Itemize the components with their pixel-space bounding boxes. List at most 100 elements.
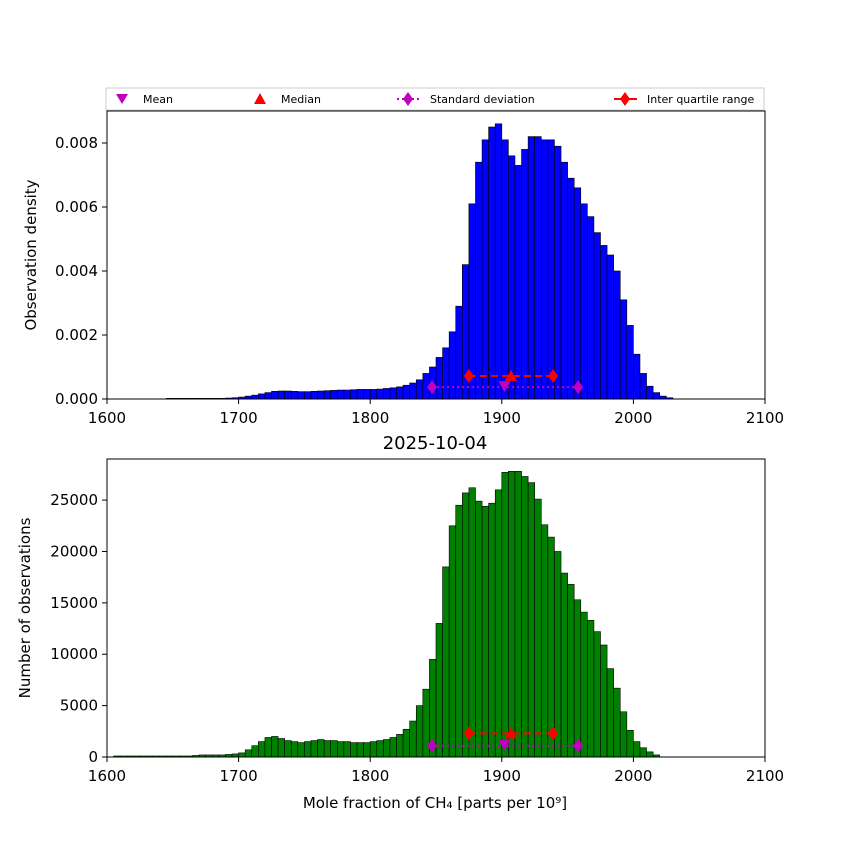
count-bar <box>448 525 457 758</box>
count-std-high-marker <box>573 738 584 753</box>
density-bar <box>580 203 588 400</box>
density-summary-markers <box>427 368 584 395</box>
density-bar <box>547 139 555 400</box>
count-bar <box>619 711 628 758</box>
count-x-tick-label: 1700 <box>220 767 258 785</box>
count-median-marker <box>505 727 518 739</box>
count-bar <box>376 740 384 758</box>
density-bar <box>290 391 299 400</box>
density-bar <box>356 389 364 400</box>
density-bar <box>593 232 601 400</box>
count-bar <box>573 599 582 758</box>
count-x-tick-label: 2100 <box>746 767 784 785</box>
density-bar <box>442 347 450 400</box>
count-bar <box>238 752 246 758</box>
count-histogram: 2025-10-04 1600 1700 1800 1900 2000 2100 0 500… <box>16 433 784 812</box>
density-bar <box>435 357 443 400</box>
density-plot-frame <box>106 110 766 400</box>
count-bar <box>415 705 424 758</box>
density-x-tick-label: 1800 <box>351 409 389 427</box>
count-bar <box>626 729 634 758</box>
density-bar <box>600 245 608 400</box>
count-bar <box>330 740 338 758</box>
density-x-tick-label: 2100 <box>746 409 784 427</box>
count-bar <box>258 741 266 758</box>
density-bar <box>409 382 417 400</box>
density-bar <box>448 331 457 400</box>
density-bar <box>639 373 647 400</box>
count-bar <box>547 536 555 758</box>
count-y-axis: 0 5000 10000 15000 20000 25000 <box>50 491 107 766</box>
legend-iqr-marker <box>614 92 637 106</box>
count-bar <box>310 740 318 758</box>
density-bar <box>527 136 535 400</box>
count-iqr-low-marker <box>463 726 474 741</box>
legend-mean-marker <box>116 94 128 104</box>
density-y-tick-label: 0.004 <box>55 262 98 280</box>
count-bar <box>264 737 272 758</box>
count-bar <box>514 471 522 758</box>
count-bar <box>271 736 279 758</box>
density-bar <box>251 394 259 400</box>
density-bar <box>540 139 549 400</box>
count-bar <box>560 572 568 758</box>
count-bar <box>343 741 351 758</box>
count-bar <box>442 566 450 758</box>
count-bar <box>356 742 364 758</box>
count-iqr-high-marker <box>548 726 559 741</box>
count-bar <box>527 482 535 758</box>
density-bar <box>626 325 634 400</box>
density-bar <box>323 390 332 400</box>
legend-std-marker <box>397 92 420 106</box>
count-x-axis-label: Mole fraction of CH₄ [parts per 10⁹] <box>303 794 567 812</box>
count-bar <box>409 720 417 758</box>
density-y-axis: 0.000 0.002 0.004 0.006 0.008 <box>55 134 107 408</box>
count-bar <box>251 745 259 758</box>
count-bar <box>363 742 371 758</box>
density-bar <box>258 393 266 400</box>
density-y-tick-label: 0.000 <box>55 390 98 408</box>
density-iqr-low-marker <box>463 368 474 383</box>
density-bar <box>317 390 325 400</box>
count-bar <box>336 741 345 758</box>
count-bar <box>297 742 305 758</box>
count-bar <box>501 472 509 758</box>
density-bar <box>606 254 614 400</box>
density-std-low-marker <box>427 380 438 395</box>
count-bar <box>244 749 253 758</box>
count-x-tick-label: 1900 <box>483 767 521 785</box>
legend: Mean Median Standard deviation Inter qua… <box>105 87 765 111</box>
count-x-tick-label: 1600 <box>88 767 126 785</box>
density-bar <box>415 379 424 400</box>
count-y-tick-label: 10000 <box>50 645 98 663</box>
density-histogram: 1600 1700 1800 1900 2000 2100 0.000 0.002 0.004… <box>22 110 784 427</box>
density-bar <box>475 161 483 400</box>
count-bar <box>521 476 529 758</box>
density-bar <box>264 392 272 400</box>
density-bar <box>330 390 338 400</box>
count-bar <box>613 687 621 758</box>
density-bar <box>350 389 358 400</box>
count-bar <box>633 741 641 758</box>
count-mean-marker <box>498 739 511 751</box>
count-x-tick-label: 2000 <box>614 767 652 785</box>
density-bar <box>468 203 476 400</box>
count-bar <box>534 498 542 758</box>
density-bar <box>363 389 371 400</box>
count-bar <box>646 751 654 758</box>
legend-std-label: Standard deviation <box>430 93 535 106</box>
count-bar <box>290 741 299 758</box>
density-bar <box>633 353 641 400</box>
count-x-tick-label: 1800 <box>351 767 389 785</box>
density-bar <box>455 305 463 400</box>
density-y-axis-label: Observation density <box>22 179 40 330</box>
count-bar <box>606 668 614 758</box>
count-std-low-marker <box>427 738 438 753</box>
density-iqr-high-marker <box>548 368 559 383</box>
density-bar <box>619 299 628 400</box>
density-bar <box>587 216 595 400</box>
count-y-tick-label: 20000 <box>50 542 98 560</box>
density-bar <box>304 391 312 400</box>
count-bar <box>468 487 476 758</box>
density-bar <box>336 389 345 400</box>
